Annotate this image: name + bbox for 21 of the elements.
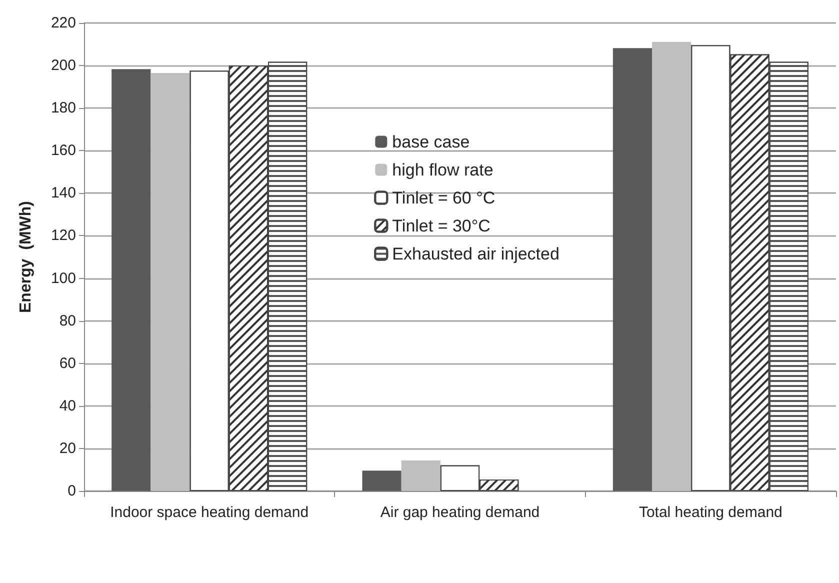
y-tick-label: 200 (50, 57, 76, 74)
legend-label: Tinlet = 60 °C (392, 188, 496, 208)
y-tick-label: 220 (50, 14, 76, 32)
y-tick-label: 160 (50, 142, 76, 160)
legend-label: base case (392, 132, 470, 152)
y-axis-title: Energy (MWh) (18, 201, 34, 313)
y-tick-label: 0 (68, 482, 76, 500)
x-tick-label: Air gap heating demand (380, 504, 540, 521)
y-tick-label: 20 (59, 440, 76, 457)
y-tick-label: 180 (50, 100, 76, 117)
legend-label: Tinlet = 30°C (392, 216, 490, 236)
x-tick-label: Indoor space heating demand (110, 504, 309, 521)
x-tick-label: Total heating demand (638, 504, 782, 521)
y-tick-label: 100 (50, 270, 76, 287)
y-tick-label: 40 (59, 397, 76, 414)
legend-label: Exhausted air injected (392, 244, 560, 264)
y-tick-label: 120 (50, 227, 76, 244)
y-tick-label: 140 (50, 184, 76, 202)
legend-label: high flow rate (392, 160, 494, 180)
y-tick-label: 80 (59, 312, 76, 330)
y-tick-label: 60 (59, 354, 76, 372)
